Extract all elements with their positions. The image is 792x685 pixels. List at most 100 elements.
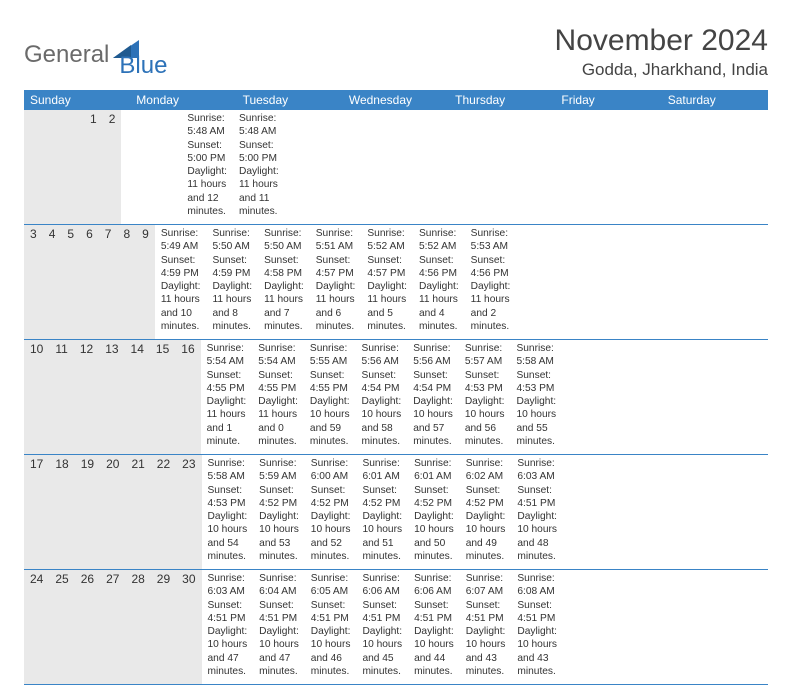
- sunset-text: Sunset: 4:58 PM: [264, 254, 304, 281]
- sunset-text: Sunset: 4:55 PM: [207, 369, 247, 396]
- date-number: 22: [151, 455, 176, 569]
- sunrise-text: Sunrise: 6:06 AM: [414, 572, 454, 599]
- day-cell: Sunrise: 6:01 AMSunset: 4:52 PMDaylight:…: [408, 455, 460, 569]
- daylight-text: Daylight: 10 hours and 49 minutes.: [466, 510, 506, 563]
- daylight-text: Daylight: 10 hours and 54 minutes.: [208, 510, 248, 563]
- date-number: 28: [125, 570, 150, 684]
- page-container: General Blue November 2024 Godda, Jharkh…: [0, 0, 792, 685]
- sunrise-text: Sunrise: 5:54 AM: [258, 342, 298, 369]
- calendar-week: 10111213141516Sunrise: 5:54 AMSunset: 4:…: [24, 340, 768, 455]
- sunset-text: Sunset: 5:00 PM: [239, 139, 279, 166]
- daylight-text: Daylight: 10 hours and 58 minutes.: [362, 395, 402, 448]
- day-cell: Sunrise: 5:49 AMSunset: 4:59 PMDaylight:…: [155, 225, 207, 339]
- weekday-header-row: Sunday Monday Tuesday Wednesday Thursday…: [24, 90, 768, 110]
- weekday-header: Thursday: [449, 90, 555, 110]
- date-number: 25: [49, 570, 74, 684]
- date-number: 14: [125, 340, 150, 454]
- sunrise-text: Sunrise: 6:03 AM: [517, 457, 557, 484]
- date-number: 21: [125, 455, 150, 569]
- day-cell: Sunrise: 6:03 AMSunset: 4:51 PMDaylight:…: [202, 570, 254, 684]
- day-cell: Sunrise: 6:07 AMSunset: 4:51 PMDaylight:…: [460, 570, 512, 684]
- sunrise-text: Sunrise: 6:04 AM: [259, 572, 299, 599]
- sunrise-text: Sunrise: 6:01 AM: [414, 457, 454, 484]
- date-number-row: 3456789: [24, 225, 155, 339]
- sunrise-text: Sunrise: 5:58 AM: [516, 342, 556, 369]
- day-cell: [121, 110, 133, 224]
- day-cell: [133, 110, 145, 224]
- weekday-header: Saturday: [662, 90, 768, 110]
- date-number: 18: [49, 455, 74, 569]
- date-number-row: 24252627282930: [24, 570, 202, 684]
- sunset-text: Sunset: 4:51 PM: [517, 484, 557, 511]
- date-number: 23: [176, 455, 201, 569]
- date-number: 19: [75, 455, 100, 569]
- daylight-text: Daylight: 11 hours and 12 minutes.: [187, 165, 227, 218]
- day-cell: Sunrise: 5:58 AMSunset: 4:53 PMDaylight:…: [202, 455, 254, 569]
- sunrise-text: Sunrise: 6:06 AM: [362, 572, 402, 599]
- day-body-row: Sunrise: 5:58 AMSunset: 4:53 PMDaylight:…: [202, 455, 563, 569]
- day-cell: [169, 110, 181, 224]
- sunset-text: Sunset: 4:53 PM: [208, 484, 248, 511]
- date-number: 5: [61, 225, 80, 339]
- date-number: 3: [24, 225, 43, 339]
- sunset-text: Sunset: 4:54 PM: [362, 369, 402, 396]
- daylight-text: Daylight: 10 hours and 43 minutes.: [517, 625, 557, 678]
- title-block: November 2024 Godda, Jharkhand, India: [555, 24, 768, 80]
- day-cell: Sunrise: 5:58 AMSunset: 4:53 PMDaylight:…: [510, 340, 562, 454]
- sunrise-text: Sunrise: 5:51 AM: [316, 227, 356, 254]
- date-number-row: 17181920212223: [24, 455, 202, 569]
- weekday-header: Monday: [130, 90, 236, 110]
- date-number: 7: [99, 225, 118, 339]
- weeks-container: 12Sunrise: 5:48 AMSunset: 5:00 PMDayligh…: [24, 110, 768, 685]
- daylight-text: Daylight: 10 hours and 52 minutes.: [311, 510, 351, 563]
- sunset-text: Sunset: 4:53 PM: [465, 369, 505, 396]
- sunrise-text: Sunrise: 5:52 AM: [367, 227, 407, 254]
- date-number: 13: [99, 340, 124, 454]
- day-cell: Sunrise: 5:57 AMSunset: 4:53 PMDaylight:…: [459, 340, 511, 454]
- weekday-header: Tuesday: [237, 90, 343, 110]
- day-cell: Sunrise: 5:55 AMSunset: 4:55 PMDaylight:…: [304, 340, 356, 454]
- logo-word2: Blue: [119, 52, 167, 80]
- sunrise-text: Sunrise: 5:58 AM: [208, 457, 248, 484]
- day-cell: Sunrise: 5:48 AMSunset: 5:00 PMDaylight:…: [181, 110, 233, 224]
- day-cell: Sunrise: 6:02 AMSunset: 4:52 PMDaylight:…: [460, 455, 512, 569]
- sunset-text: Sunset: 4:53 PM: [516, 369, 556, 396]
- day-cell: Sunrise: 6:03 AMSunset: 4:51 PMDaylight:…: [511, 455, 563, 569]
- day-cell: Sunrise: 5:53 AMSunset: 4:56 PMDaylight:…: [465, 225, 517, 339]
- day-cell: Sunrise: 5:52 AMSunset: 4:56 PMDaylight:…: [413, 225, 465, 339]
- daylight-text: Daylight: 11 hours and 0 minutes.: [258, 395, 298, 448]
- sunrise-text: Sunrise: 5:50 AM: [264, 227, 304, 254]
- daylight-text: Daylight: 10 hours and 51 minutes.: [362, 510, 402, 563]
- date-number: 6: [80, 225, 99, 339]
- calendar-week: 17181920212223Sunrise: 5:58 AMSunset: 4:…: [24, 455, 768, 570]
- day-cell: Sunrise: 6:08 AMSunset: 4:51 PMDaylight:…: [511, 570, 563, 684]
- daylight-text: Daylight: 10 hours and 45 minutes.: [362, 625, 402, 678]
- date-number: [48, 110, 60, 224]
- day-cell: [145, 110, 157, 224]
- date-number: [60, 110, 72, 224]
- sunrise-text: Sunrise: 5:48 AM: [187, 112, 227, 139]
- sunset-text: Sunset: 4:52 PM: [414, 484, 454, 511]
- sunrise-text: Sunrise: 5:55 AM: [310, 342, 350, 369]
- daylight-text: Daylight: 11 hours and 10 minutes.: [161, 280, 201, 333]
- day-cell: Sunrise: 6:06 AMSunset: 4:51 PMDaylight:…: [408, 570, 460, 684]
- sunrise-text: Sunrise: 5:48 AM: [239, 112, 279, 139]
- daylight-text: Daylight: 11 hours and 7 minutes.: [264, 280, 304, 333]
- daylight-text: Daylight: 11 hours and 6 minutes.: [316, 280, 356, 333]
- daylight-text: Daylight: 11 hours and 5 minutes.: [367, 280, 407, 333]
- date-number: [24, 110, 36, 224]
- sunrise-text: Sunrise: 6:01 AM: [362, 457, 402, 484]
- sunrise-text: Sunrise: 5:56 AM: [362, 342, 402, 369]
- daylight-text: Daylight: 10 hours and 43 minutes.: [466, 625, 506, 678]
- calendar-week: 12Sunrise: 5:48 AMSunset: 5:00 PMDayligh…: [24, 110, 768, 225]
- sunset-text: Sunset: 4:52 PM: [311, 484, 351, 511]
- sunset-text: Sunset: 4:56 PM: [471, 254, 511, 281]
- sunrise-text: Sunrise: 5:52 AM: [419, 227, 459, 254]
- day-body-row: Sunrise: 5:48 AMSunset: 5:00 PMDaylight:…: [121, 110, 284, 224]
- day-cell: [157, 110, 169, 224]
- date-number: [36, 110, 48, 224]
- sunrise-text: Sunrise: 5:59 AM: [259, 457, 299, 484]
- daylight-text: Daylight: 11 hours and 4 minutes.: [419, 280, 459, 333]
- date-number: 24: [24, 570, 49, 684]
- weekday-header: Wednesday: [343, 90, 449, 110]
